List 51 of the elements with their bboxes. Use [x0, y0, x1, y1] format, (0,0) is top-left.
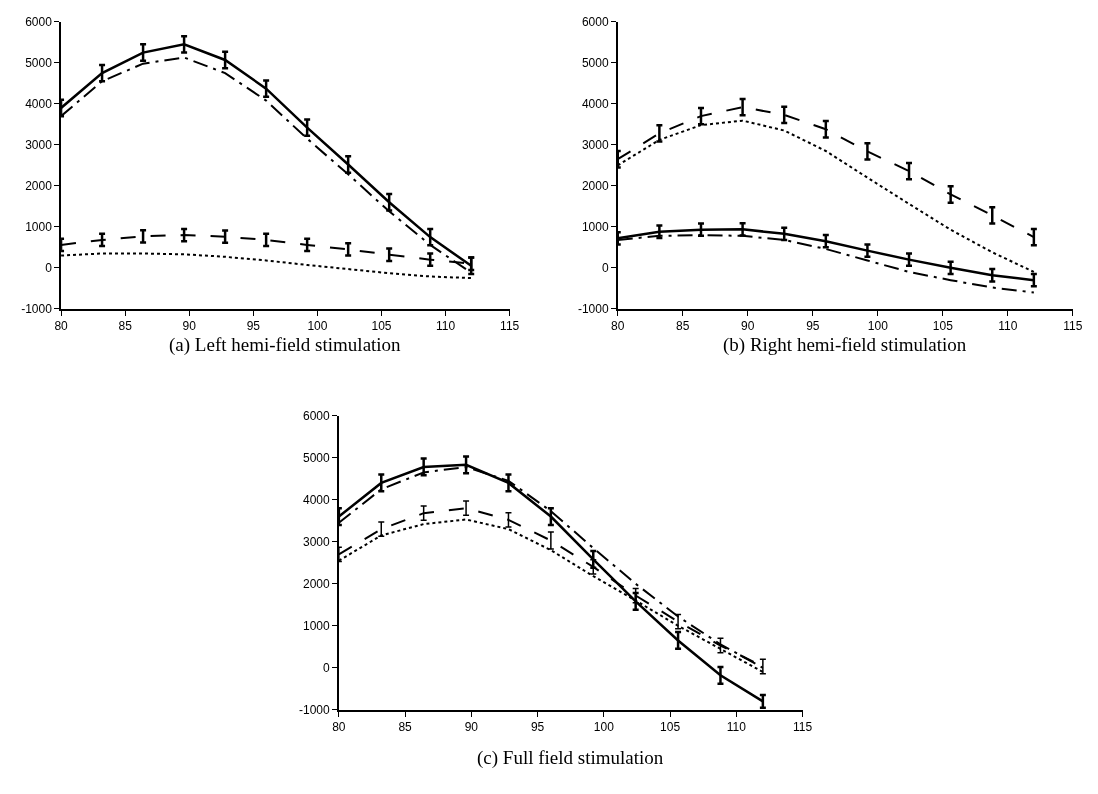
y-tick-label: -1000: [299, 702, 331, 717]
y-tick-label: 5000: [25, 56, 53, 71]
x-tick-label: 80: [54, 319, 69, 334]
x-tick-label: 95: [806, 319, 820, 334]
text: (b) Right hemi-field stimulation: [723, 334, 967, 356]
y-tick-label: -1000: [577, 302, 609, 317]
x-tick-label: 100: [867, 319, 889, 334]
y-tick-label: 4000: [303, 492, 331, 507]
y-tick-label: -1000: [21, 302, 53, 317]
x-tick-label: 85: [118, 319, 133, 334]
x-tick-label: 110: [436, 319, 456, 334]
x-tick-label: 115: [793, 719, 813, 734]
y-tick-label: 2000: [25, 179, 53, 194]
x-tick-label: 90: [182, 319, 197, 334]
x-tick-label: 85: [676, 319, 690, 334]
y-tick-label: 3000: [25, 138, 53, 153]
y-tick-label: 3000: [581, 138, 609, 153]
y-tick-label: 0: [323, 660, 331, 675]
y-tick-label: 2000: [581, 179, 609, 194]
y-tick-label: 6000: [303, 408, 331, 423]
x-tick-label: 90: [741, 319, 755, 334]
x-tick-label: 80: [611, 319, 625, 334]
text: (c) Full field stimulation: [477, 747, 664, 769]
x-tick-label: 80: [332, 719, 346, 734]
y-tick-label: 4000: [25, 97, 53, 112]
x-tick-label: 115: [500, 319, 520, 334]
x-tick-label: 90: [464, 719, 479, 734]
x-tick-label: 100: [307, 319, 328, 334]
x-tick-label: 105: [371, 319, 392, 334]
y-tick-label: 1000: [303, 618, 331, 633]
y-tick-label: 6000: [581, 15, 609, 30]
x-tick-label: 95: [246, 319, 261, 334]
x-tick-label: 85: [398, 719, 413, 734]
x-tick-label: 100: [593, 719, 615, 734]
y-tick-label: 6000: [25, 15, 53, 30]
y-tick-label: 0: [45, 261, 53, 276]
y-tick-label: 2000: [303, 576, 331, 591]
y-tick-label: 4000: [581, 97, 609, 112]
y-tick-label: 0: [601, 261, 609, 276]
x-tick-label: 105: [660, 719, 681, 734]
x-tick-label: 95: [530, 719, 545, 734]
text: (a) Left hemi-field stimulation: [169, 334, 402, 356]
x-tick-label: 110: [726, 719, 747, 734]
y-tick-label: 1000: [581, 220, 609, 235]
y-tick-label: 1000: [25, 220, 53, 235]
x-tick-label: 110: [998, 319, 1018, 334]
x-tick-label: 105: [932, 319, 954, 334]
x-tick-label: 115: [1063, 319, 1083, 334]
y-tick-label: 5000: [581, 56, 609, 71]
y-tick-label: 5000: [303, 450, 331, 465]
y-tick-label: 3000: [303, 534, 331, 549]
